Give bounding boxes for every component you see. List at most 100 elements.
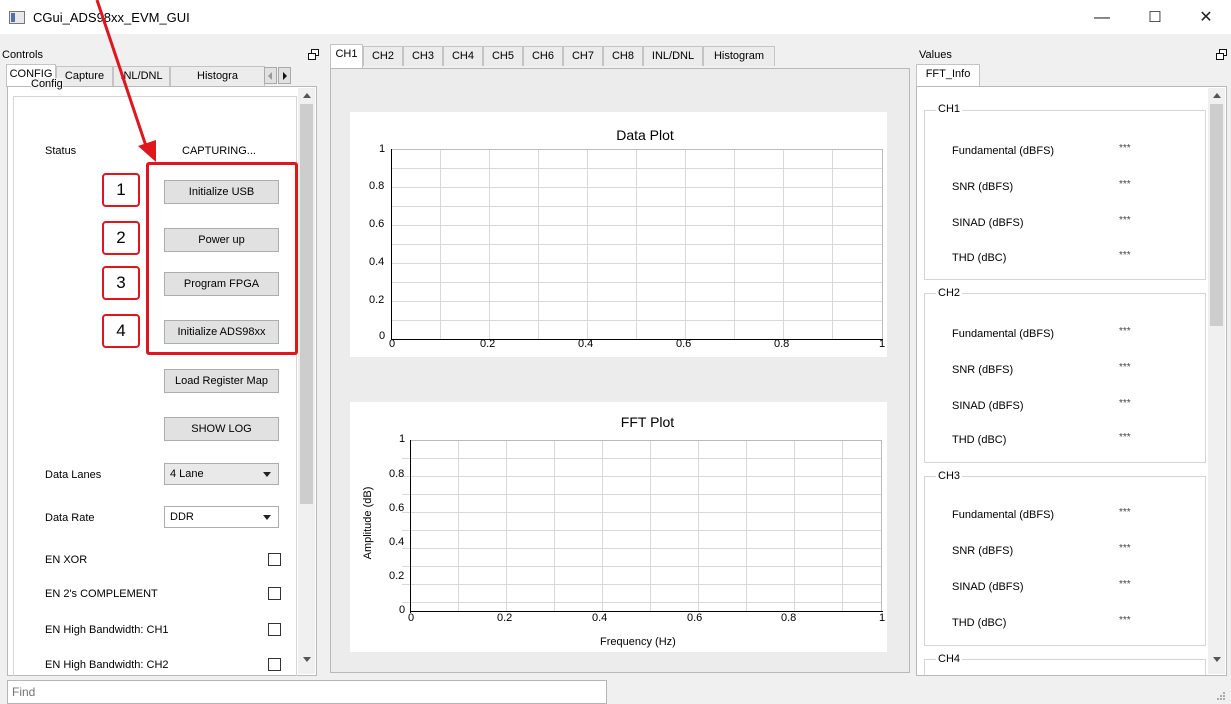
values-group-ch3 [924,476,1206,646]
value-text: *** [1119,398,1131,409]
scrollbar-thumb[interactable] [300,104,313,504]
tab-ch5[interactable]: CH5 [483,46,523,66]
initialize-ads98xx-button[interactable]: Initialize ADS98xx [164,320,279,344]
tab-ch4[interactable]: CH4 [443,46,483,66]
annotation-step-3: 3 [102,266,140,300]
tab-histogram-center[interactable]: Histogram [703,46,775,66]
x-tick-label: 0.4 [578,338,594,350]
data-rate-select[interactable]: DDR [164,506,279,528]
fft-y-axis-label: Amplitude (dB) [362,486,374,560]
value-text: *** [1119,507,1131,518]
data-lanes-select[interactable]: 4 Lane [164,463,279,485]
tab-ch7[interactable]: CH7 [563,46,603,66]
tab-inl-dnl[interactable]: INL/DNL [113,66,170,86]
value-text: *** [1119,143,1131,154]
y-tick-label: 0.6 [369,218,385,230]
tab-capture[interactable]: Capture [56,66,113,86]
values-scrollbar[interactable] [1208,88,1225,674]
y-tick-label: 0 [379,330,386,342]
tab-ch8[interactable]: CH8 [603,46,643,66]
value-label: SNR (dBFS) [952,181,1014,193]
channel-tab-bar: CH1 CH2 CH3 CH4 CH5 CH6 CH7 CH8 INL/DNL … [330,44,910,68]
initialize-usb-button[interactable]: Initialize USB [164,180,279,204]
float-icon[interactable] [1216,49,1227,60]
value-label: THD (dBC) [952,252,1007,264]
app-icon [9,11,25,24]
fft-plot-grid [402,440,883,613]
tab-inl-dnl-center[interactable]: INL/DNL [643,46,703,66]
y-tick-label: 0.2 [389,570,405,582]
values-tab-bar: FFT_Info [916,64,1231,87]
value-text: *** [1119,432,1131,443]
scroll-up-icon[interactable] [1213,93,1221,98]
tab-ch2[interactable]: CH2 [363,46,403,66]
value-label: SINAD (dBFS) [952,581,1024,593]
value-label: SNR (dBFS) [952,364,1014,376]
controls-scrollbar[interactable] [298,88,315,674]
en-high-bandwidth-ch2-checkbox[interactable] [268,658,281,671]
value-label: Fundamental (dBFS) [952,509,1055,521]
y-tick-label: 0 [399,604,406,616]
en-high-bandwidth-ch1-checkbox[interactable] [268,623,281,636]
tab-ch3[interactable]: CH3 [403,46,443,66]
scroll-down-icon[interactable] [1213,657,1221,662]
x-tick-label: 1 [879,338,886,350]
values-dock-header: Values [916,47,1231,63]
y-tick-label: 0.8 [369,180,385,192]
show-log-button[interactable]: SHOW LOG [164,417,279,441]
y-tick-label: 0.4 [369,256,385,268]
status-label: Status [45,145,77,157]
value-text: *** [1119,362,1131,373]
y-tick-label: 0.4 [389,536,405,548]
en-high-bandwidth-ch1-label: EN High Bandwidth: CH1 [45,624,169,636]
resize-grip-icon[interactable] [1216,690,1226,700]
x-tick-label: 0.4 [592,612,608,624]
value-text: *** [1119,326,1131,337]
close-button[interactable]: ✕ [1199,9,1213,26]
values-dock-title: Values [919,49,952,61]
value-label: THD (dBC) [952,617,1007,629]
value-text: *** [1119,579,1131,590]
x-tick-label: 0.2 [480,338,496,350]
y-tick-label: 0.6 [389,502,405,514]
tab-config[interactable]: CONFIG [6,64,56,87]
fft-x-axis-label: Frequency (Hz) [600,636,676,648]
chevron-right-icon [283,72,287,80]
float-icon[interactable] [308,49,319,60]
tab-ch1[interactable]: CH1 [330,44,363,68]
annotation-arrow [95,0,156,162]
data-lanes-label: Data Lanes [45,469,102,481]
chevron-down-icon [263,472,271,477]
tab-fft-info[interactable]: FFT_Info [916,64,980,87]
values-panel [916,86,1227,676]
en-high-bandwidth-ch2-label: EN High Bandwidth: CH2 [45,659,169,671]
minimize-button[interactable]: — [1094,9,1110,26]
tab-scroll-right-button[interactable] [278,67,291,84]
values-group-title: CH2 [936,287,963,299]
program-fpga-button[interactable]: Program FPGA [164,272,279,296]
tab-ch6[interactable]: CH6 [523,46,563,66]
en-2s-complement-checkbox[interactable] [268,587,281,600]
y-tick-label: 0.8 [389,468,405,480]
value-label: SNR (dBFS) [952,545,1014,557]
maximize-button[interactable]: ☐ [1148,9,1162,26]
scroll-down-icon[interactable] [303,657,311,662]
values-group-ch1 [924,110,1206,280]
fft-plot: FFT Plot 1 0.8 0.6 0.4 0.2 0 0 0.2 0.4 0… [350,402,887,652]
find-input[interactable] [7,680,607,704]
load-register-map-button[interactable]: Load Register Map [164,369,279,393]
scroll-up-icon[interactable] [303,93,311,98]
data-plot-title: Data Plot [616,127,674,143]
value-text: *** [1119,179,1131,190]
window-title: CGui_ADS98xx_EVM_GUI [33,10,190,25]
en-xor-label: EN XOR [45,554,88,566]
annotation-step-2: 2 [102,221,140,255]
annotation-step-4: 4 [102,314,140,348]
tab-scroll-left-button[interactable] [264,67,277,84]
data-rate-value: DDR [170,511,194,523]
power-up-button[interactable]: Power up [164,228,279,252]
tab-histogram[interactable]: Histogra [170,66,265,86]
en-xor-checkbox[interactable] [268,553,281,566]
x-tick-label: 1 [879,612,886,624]
scrollbar-thumb[interactable] [1210,104,1223,326]
